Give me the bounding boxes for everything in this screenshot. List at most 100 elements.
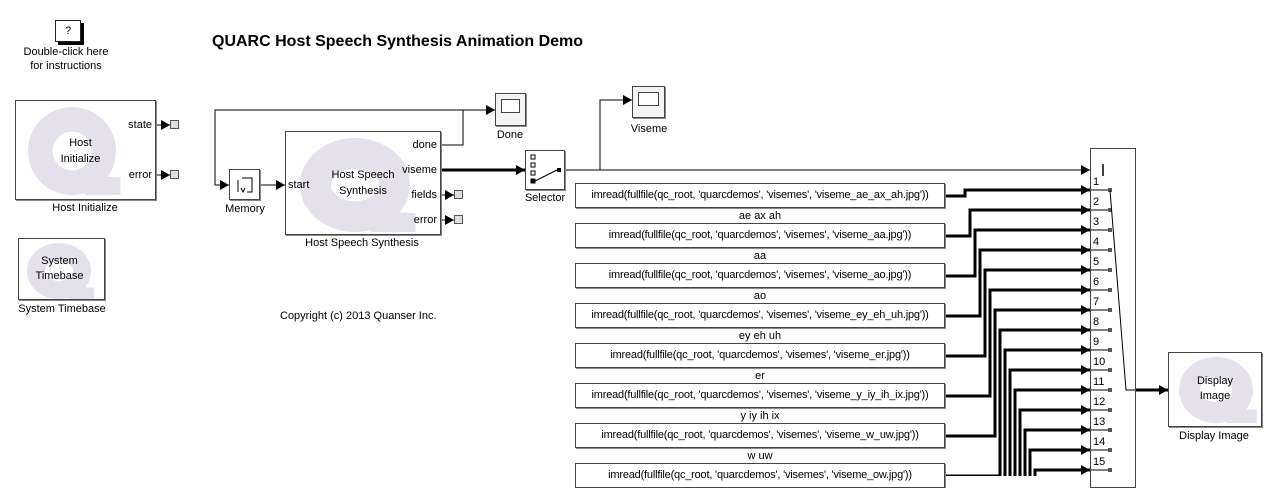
- viseme-scope-label: Viseme: [630, 123, 668, 135]
- block-text: Timebase: [35, 270, 84, 282]
- terminator-icon: [170, 170, 179, 179]
- help-label-2: for instructions: [30, 60, 102, 72]
- signal-line: [945, 248, 1090, 318]
- switch-port-number: 11: [1093, 376, 1105, 388]
- arrow-head: [623, 95, 632, 105]
- port-state: state: [128, 119, 152, 131]
- switch-contact: [1108, 348, 1112, 352]
- help-block[interactable]: ?: [55, 20, 81, 42]
- block-text: Display: [1196, 375, 1234, 387]
- host-initialize-label: Host Initialize: [52, 202, 118, 214]
- arrow-head: [516, 165, 525, 175]
- host-initialize-block[interactable]: Host Initialize state error: [15, 100, 156, 200]
- image-constant-label: er: [755, 370, 765, 382]
- display-image-label: Display Image: [1179, 430, 1249, 442]
- image-constant-block[interactable]: imread(fullfile(qc_root, 'quarcdemos', '…: [575, 223, 945, 248]
- switch-port-number: 10: [1093, 356, 1106, 368]
- system-timebase-block[interactable]: System Timebase: [18, 238, 105, 300]
- host-speech-synthesis-block[interactable]: Host Speech Synthesis start done viseme …: [285, 131, 441, 235]
- done-scope-label: Done: [496, 129, 524, 141]
- scope-screen-icon: [638, 92, 659, 106]
- signal-line: [945, 228, 1090, 278]
- signal-line: [441, 109, 495, 146]
- image-constant-label: aa: [753, 250, 767, 262]
- done-scope-block[interactable]: [495, 93, 526, 126]
- arrow-head: [276, 180, 285, 190]
- switch-port-number: 9: [1093, 336, 1100, 348]
- block-text: Host: [69, 137, 92, 149]
- arrow-head: [445, 190, 454, 200]
- memory-icon: [237, 177, 253, 194]
- arrow-head: [1081, 285, 1090, 295]
- switch-port-number: 1: [1093, 176, 1100, 188]
- signal-line: [945, 288, 1090, 398]
- port-start: start: [288, 179, 310, 191]
- switch-contact: [1108, 228, 1112, 232]
- switch-contact: [1108, 468, 1112, 472]
- image-constant-block[interactable]: imread(fullfile(qc_root, 'quarcdemos', '…: [575, 423, 945, 448]
- switch-port-number: 4: [1093, 236, 1100, 248]
- arrow-head: [1081, 325, 1090, 335]
- block-text: System: [41, 255, 78, 267]
- viseme-scope-block[interactable]: [632, 86, 665, 118]
- arrow-head: [1081, 165, 1090, 175]
- help-icon: ?: [64, 25, 72, 37]
- image-constant-block[interactable]: imread(fullfile(qc_root, 'quarcdemos', '…: [575, 343, 945, 368]
- image-constant-label: ey eh uh: [738, 330, 782, 342]
- signal-line: [1008, 368, 1090, 476]
- port-error: error: [413, 214, 437, 226]
- arrow-head: [1081, 405, 1090, 415]
- signal-line: [945, 308, 1090, 438]
- arrow-head: [1081, 365, 1090, 375]
- switch-contact: [1108, 368, 1112, 372]
- port-fields: fields: [411, 189, 437, 201]
- switch-port-number: 13: [1093, 416, 1106, 428]
- arrow-head: [1081, 225, 1090, 235]
- arrow-head: [1081, 305, 1090, 315]
- display-image-block[interactable]: Display Image: [1168, 352, 1262, 427]
- image-constant-block[interactable]: imread(fullfile(qc_root, 'quarcdemos', '…: [575, 183, 945, 208]
- switch-port-number: 14: [1093, 436, 1106, 448]
- arrow-head: [1081, 265, 1090, 275]
- arrow-head: [1081, 465, 1090, 475]
- quanser-logo-watermark: [1169, 353, 1261, 426]
- switch-port-number: 7: [1093, 296, 1100, 308]
- signal-line: [1018, 408, 1090, 476]
- switch-port-number: 5: [1093, 256, 1100, 268]
- signal-line: [945, 328, 1090, 476]
- image-constant-block[interactable]: imread(fullfile(qc_root, 'quarcdemos', '…: [575, 383, 945, 408]
- arrow-head: [1081, 445, 1090, 455]
- signal-line: [945, 268, 1090, 358]
- switch-port-number: 15: [1093, 456, 1106, 468]
- arrow-head: [1159, 385, 1168, 395]
- memory-label: Memory: [225, 203, 265, 215]
- terminator-icon: [170, 120, 179, 129]
- selector-block[interactable]: [525, 150, 565, 190]
- quanser-logo-watermark: [286, 132, 440, 234]
- signal-line: [1028, 448, 1090, 476]
- selector-icon: [530, 154, 561, 184]
- arrow-head: [161, 120, 170, 130]
- quanser-logo-watermark: [19, 239, 104, 299]
- signal-line: [599, 99, 632, 170]
- signal-line: [1023, 428, 1090, 476]
- copyright-text: Copyright (c) 2013 Quanser Inc.: [280, 310, 437, 322]
- signal-line: [1003, 348, 1090, 476]
- image-constant-label: ae ax ah: [738, 210, 782, 222]
- selector-label: Selector: [524, 192, 566, 204]
- port-error: error: [128, 169, 152, 181]
- memory-block[interactable]: [229, 169, 260, 200]
- image-constant-block[interactable]: imread(fullfile(qc_root, 'quarcdemos', '…: [575, 263, 945, 288]
- switch-contact: [1108, 288, 1112, 292]
- switch-contact: [1108, 308, 1112, 312]
- image-constant-block[interactable]: imread(fullfile(qc_root, 'quarcdemos', '…: [575, 303, 945, 328]
- signal-line: [945, 208, 1090, 238]
- arrow-head: [1081, 185, 1090, 195]
- block-text: Initialize: [60, 153, 101, 165]
- switch-contact: [1108, 448, 1112, 452]
- switch-arm: [1109, 189, 1136, 391]
- arrow-head: [1081, 345, 1090, 355]
- arrow-head: [220, 180, 229, 190]
- arrow-head: [161, 170, 170, 180]
- switch-contact: [1108, 208, 1112, 212]
